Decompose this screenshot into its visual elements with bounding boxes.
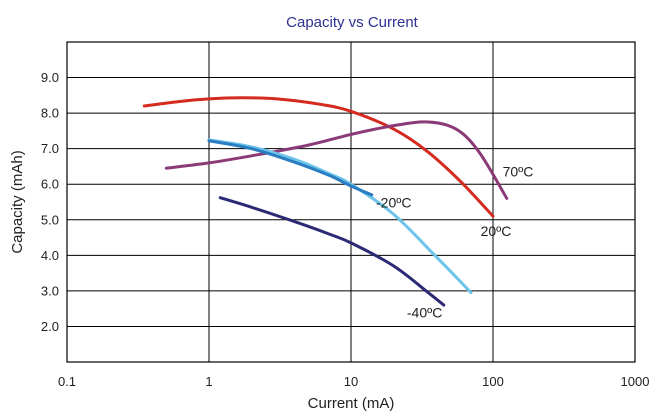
y-tick-label: 4.0 xyxy=(41,248,59,263)
y-tick-label: 8.0 xyxy=(41,106,59,121)
y-tick-label: 9.0 xyxy=(41,70,59,85)
series-label: -20ºC xyxy=(376,194,411,210)
series-line-40-c xyxy=(218,196,446,307)
series-label: 20ºC xyxy=(481,223,512,239)
x-tick-label: 1000 xyxy=(621,374,650,389)
series-label: -40ºC xyxy=(407,305,442,321)
x-axis-label: Current (mA) xyxy=(308,395,395,412)
x-tick-labels: 0.1 1 10 100 1000 xyxy=(58,374,650,389)
x-tick-label: 1 xyxy=(205,374,212,389)
y-axis-label: Capacity (mAh) xyxy=(9,150,26,253)
series-line-20-c-blend xyxy=(207,139,374,197)
series-curves xyxy=(142,96,509,307)
grid-lines xyxy=(67,42,635,362)
x-tick-label: 100 xyxy=(482,374,504,389)
y-tick-label: 3.0 xyxy=(41,283,59,298)
y-tick-label: 2.0 xyxy=(41,319,59,334)
series-line-70-c xyxy=(164,120,509,200)
series-label: 70ºC xyxy=(503,163,534,179)
series-labels: 70ºC 20ºC -20ºC -40ºC xyxy=(376,163,533,320)
plot-frame xyxy=(66,41,636,363)
series-line-20-c xyxy=(142,96,495,218)
y-tick-labels: 2.0 3.0 4.0 5.0 6.0 7.0 8.0 9.0 xyxy=(41,70,59,334)
x-tick-label: 0.1 xyxy=(58,374,76,389)
y-tick-label: 7.0 xyxy=(41,141,59,156)
chart-title: Capacity vs Current xyxy=(286,14,419,31)
y-tick-label: 5.0 xyxy=(41,212,59,227)
x-tick-label: 10 xyxy=(344,374,358,389)
y-tick-label: 6.0 xyxy=(41,177,59,192)
series-line-20-c xyxy=(207,138,473,295)
